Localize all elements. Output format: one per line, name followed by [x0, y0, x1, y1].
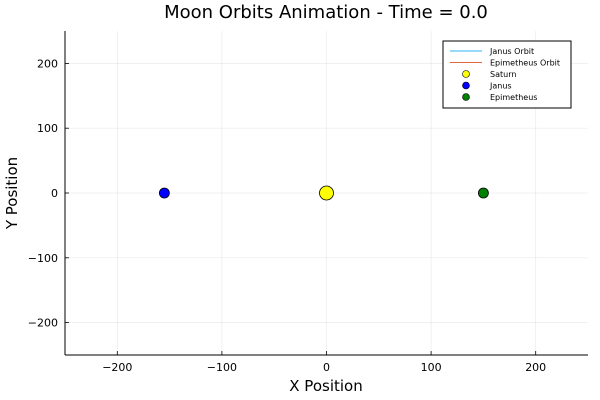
x-tick-label: 200	[525, 361, 546, 374]
tick-labels: −200 −100 0 100 200 −200 −100 0 100 200	[28, 57, 546, 374]
legend-swatch-epimetheus	[462, 93, 470, 101]
y-tick-label: −200	[28, 317, 58, 330]
legend-label-janus-orbit: Janus Orbit	[489, 47, 534, 56]
x-tick-label: −200	[102, 361, 132, 374]
saturn-marker	[319, 185, 334, 201]
legend-label-epimetheus: Epimetheus	[490, 93, 537, 102]
y-axis-label: Y Position	[3, 157, 21, 230]
x-tick-label: −100	[207, 361, 237, 374]
y-tick-label: 200	[37, 57, 58, 70]
legend-swatch-saturn	[462, 70, 470, 78]
data-series	[158, 185, 489, 201]
y-tick-label: 100	[37, 122, 58, 135]
x-axis-label: X Position	[289, 377, 362, 395]
janus-marker	[158, 187, 170, 199]
legend-label-saturn: Saturn	[490, 70, 516, 79]
legend-swatch-janus	[462, 81, 470, 90]
legend-label-janus: Janus	[489, 82, 512, 91]
legend-label-epimetheus-orbit: Epimetheus Orbit	[490, 59, 560, 68]
x-tick-label: 0	[323, 361, 330, 374]
axes	[64, 31, 588, 356]
legend: Janus Orbit Epimetheus Orbit Saturn Janus Ep…	[442, 40, 572, 109]
x-tick-label: 100	[421, 361, 442, 374]
y-tick-label: −100	[28, 252, 58, 265]
y-tick-label: 0	[51, 187, 58, 200]
epimetheus-marker	[477, 187, 489, 199]
chart-title: Moon Orbits Animation - Time = 0.0	[164, 2, 488, 23]
